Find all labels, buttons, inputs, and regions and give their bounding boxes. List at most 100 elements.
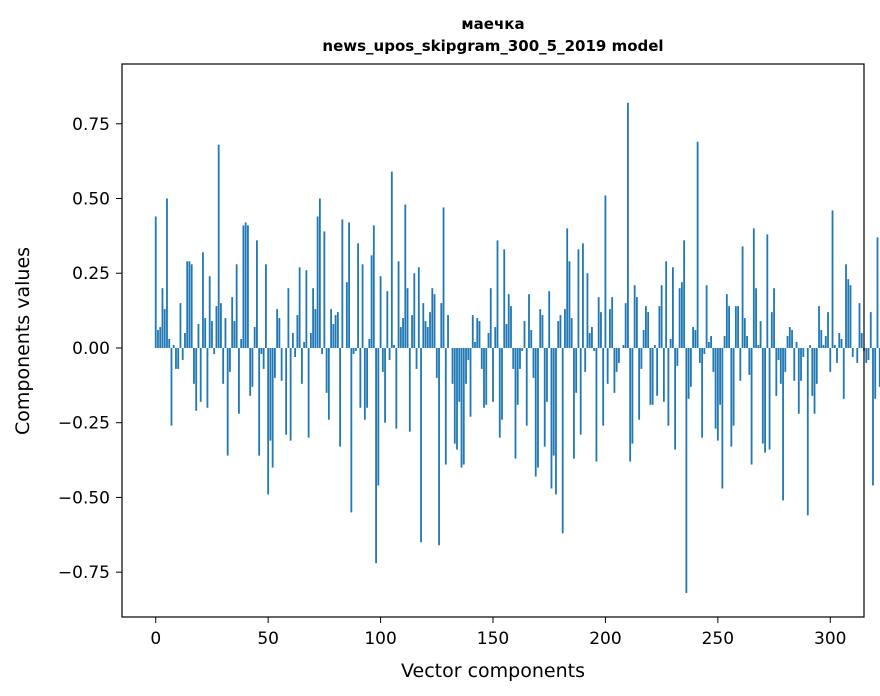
bar-316 <box>865 347 868 363</box>
bar-183 <box>566 228 569 348</box>
x-tick-label: 100 <box>364 629 396 649</box>
bar-314 <box>860 333 863 348</box>
bar-65 <box>300 347 303 384</box>
bar-291 <box>809 344 811 348</box>
bar-67 <box>305 270 308 348</box>
bar-164 <box>523 321 526 348</box>
bar-69 <box>309 333 312 348</box>
bar-175 <box>548 291 551 348</box>
bar-165 <box>525 347 528 426</box>
bar-312 <box>856 347 859 363</box>
x-axis-ticks: 0 50 100 150 200 250 300 <box>150 617 846 649</box>
bar-70 <box>312 288 315 348</box>
bar-21 <box>202 252 204 348</box>
bar-132 <box>451 347 454 384</box>
bar-4 <box>163 309 166 348</box>
bar-27 <box>215 306 218 348</box>
bar-151 <box>494 327 497 348</box>
bar-155 <box>503 249 506 348</box>
bar-53 <box>274 347 276 378</box>
bar-193 <box>588 333 591 348</box>
bar-66 <box>303 341 306 348</box>
bar-18 <box>195 347 198 411</box>
bar-286 <box>797 347 800 414</box>
bar-288 <box>802 347 805 357</box>
bar-281 <box>786 336 789 348</box>
bar-39 <box>242 225 245 348</box>
bar-5 <box>166 198 168 348</box>
bar-79 <box>332 324 335 348</box>
bar-88 <box>352 347 355 354</box>
bar-30 <box>222 347 225 384</box>
bar-162 <box>519 347 521 369</box>
bar-122 <box>429 312 431 348</box>
bar-230 <box>671 267 674 348</box>
bar-93 <box>363 347 366 420</box>
bar-28 <box>217 144 220 348</box>
bar-163 <box>521 347 524 351</box>
bar-43 <box>251 347 254 387</box>
bar-226 <box>662 347 665 402</box>
bar-185 <box>570 318 573 348</box>
bar-220 <box>649 347 652 405</box>
bar-255 <box>728 306 730 348</box>
bar-186 <box>573 347 575 459</box>
bar-221 <box>651 347 654 405</box>
bar-25 <box>211 321 213 348</box>
bar-46 <box>258 347 261 456</box>
bar-212 <box>631 347 634 444</box>
bar-190 <box>582 243 584 348</box>
bar-44 <box>253 327 256 348</box>
bar-240 <box>694 330 697 348</box>
bar-195 <box>593 347 596 351</box>
bar-152 <box>496 240 499 348</box>
bar-268 <box>757 344 760 348</box>
bar-145 <box>480 347 483 369</box>
bar-253 <box>723 336 726 348</box>
bar-277 <box>777 347 780 360</box>
bar-178 <box>555 347 557 495</box>
bar-51 <box>269 347 272 441</box>
bar-1 <box>157 330 159 348</box>
bar-64 <box>298 267 301 348</box>
bar-307 <box>845 264 847 348</box>
bar-20 <box>199 347 202 402</box>
bar-304 <box>838 333 841 348</box>
bar-236 <box>685 347 688 594</box>
bar-157 <box>507 294 510 348</box>
bar-252 <box>721 347 724 489</box>
bar-310 <box>851 347 854 357</box>
bar-282 <box>788 327 791 348</box>
bar-224 <box>658 306 661 348</box>
bar-258 <box>734 306 737 348</box>
bar-319 <box>872 347 874 486</box>
x-tick-label: 300 <box>814 629 846 649</box>
bar-241 <box>696 141 699 348</box>
bar-49 <box>265 264 267 348</box>
bar-92 <box>361 264 364 348</box>
bar-272 <box>766 234 769 348</box>
bar-3 <box>161 288 164 348</box>
bar-251 <box>719 347 721 405</box>
bar-119 <box>422 303 425 348</box>
bar-210 <box>627 102 629 348</box>
bar-113 <box>408 347 411 432</box>
bar-90 <box>357 243 359 348</box>
bar-256 <box>730 347 733 447</box>
bar-292 <box>811 347 814 396</box>
bar-265 <box>750 347 753 465</box>
bar-38 <box>240 339 243 348</box>
bar-248 <box>712 347 715 372</box>
bar-33 <box>229 347 231 372</box>
bar-83 <box>341 219 344 348</box>
bar-117 <box>417 267 420 348</box>
bar-124 <box>433 294 436 348</box>
bar-104 <box>388 347 391 360</box>
bar-205 <box>615 347 618 372</box>
bar-143 <box>476 318 479 348</box>
bar-192 <box>586 273 589 348</box>
bar-133 <box>453 347 456 444</box>
bar-134 <box>456 347 458 450</box>
bar-290 <box>806 347 809 516</box>
bar-71 <box>314 309 317 348</box>
